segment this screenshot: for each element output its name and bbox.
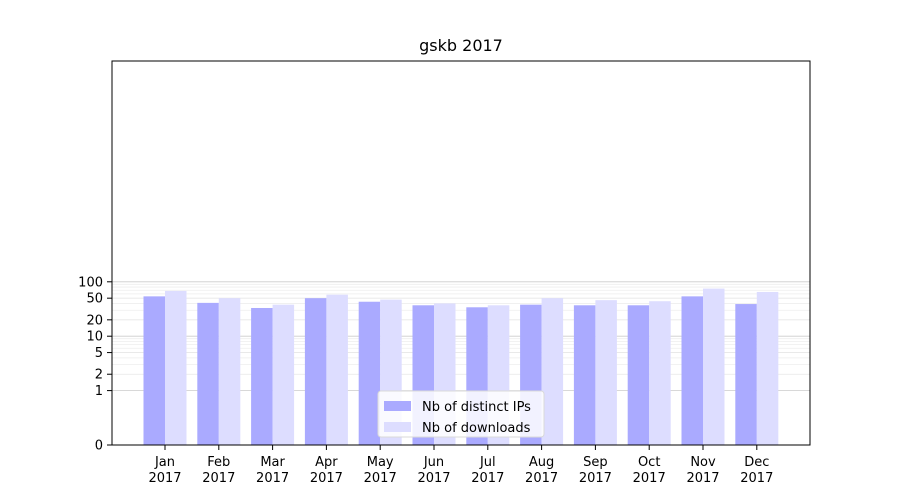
x-tick-label: Feb 2017	[202, 455, 235, 486]
y-tick-label: 50	[86, 292, 103, 307]
x-tick-label: Apr 2017	[310, 455, 343, 486]
y-tick-label: 5	[95, 346, 103, 361]
x-tick-label: May 2017	[364, 455, 397, 486]
bar-distinct-ips	[627, 305, 650, 445]
x-tick-label: Jun 2017	[417, 455, 450, 486]
y-tick-label: 100	[78, 275, 103, 290]
x-tick-label: Mar 2017	[256, 455, 289, 486]
bar-distinct-ips	[735, 304, 757, 445]
bar-distinct-ips	[304, 298, 327, 445]
bar-downloads	[595, 300, 617, 445]
x-tick-label: Aug 2017	[525, 455, 558, 486]
bar-downloads	[326, 294, 348, 445]
bar-distinct-ips	[143, 296, 165, 445]
bar-downloads	[541, 298, 564, 445]
x-tick-label: Oct 2017	[633, 455, 666, 486]
legend-label: Nb of downloads	[422, 421, 531, 436]
legend-swatch	[384, 422, 411, 432]
bar-distinct-ips	[251, 307, 273, 445]
bar-downloads	[756, 291, 779, 445]
bar-distinct-ips	[573, 305, 596, 445]
x-tick-label: Jan 2017	[148, 455, 181, 486]
x-axis: Jan 2017 Feb 2017 Mar 2017 Apr 2017 May 2017 Jun 20…	[148, 445, 773, 486]
bar-downloads	[272, 304, 295, 445]
bar-downloads	[703, 288, 725, 445]
x-tick-label: Dec 2017	[740, 455, 773, 486]
bar-downloads	[218, 298, 241, 445]
x-tick-label: Jul 2017	[471, 455, 504, 486]
y-tick-label: 0	[95, 439, 103, 454]
bar-downloads	[165, 290, 187, 445]
bar-distinct-ips	[358, 301, 381, 445]
legend-box	[377, 390, 545, 438]
y-tick-label: 10	[86, 330, 103, 345]
legend-label: Nb of distinct IPs	[422, 400, 531, 415]
x-tick-label: Sep 2017	[579, 455, 612, 486]
x-tick-label: Nov 2017	[686, 455, 719, 486]
y-tick-label: 2	[95, 368, 103, 383]
legend: Nb of distinct IPs Nb of downloads	[377, 390, 545, 438]
bar-downloads	[649, 301, 671, 445]
bar-distinct-ips	[681, 296, 703, 445]
y-axis: 0 12 510 20 50 100	[78, 275, 112, 454]
legend-swatch	[384, 401, 411, 411]
plot-frame	[111, 60, 811, 446]
bar-distinct-ips	[197, 302, 219, 445]
y-tick-label: 1	[95, 384, 103, 399]
y-tick-label: 20	[86, 313, 103, 328]
chart-title: gskb 2017	[419, 36, 503, 55]
